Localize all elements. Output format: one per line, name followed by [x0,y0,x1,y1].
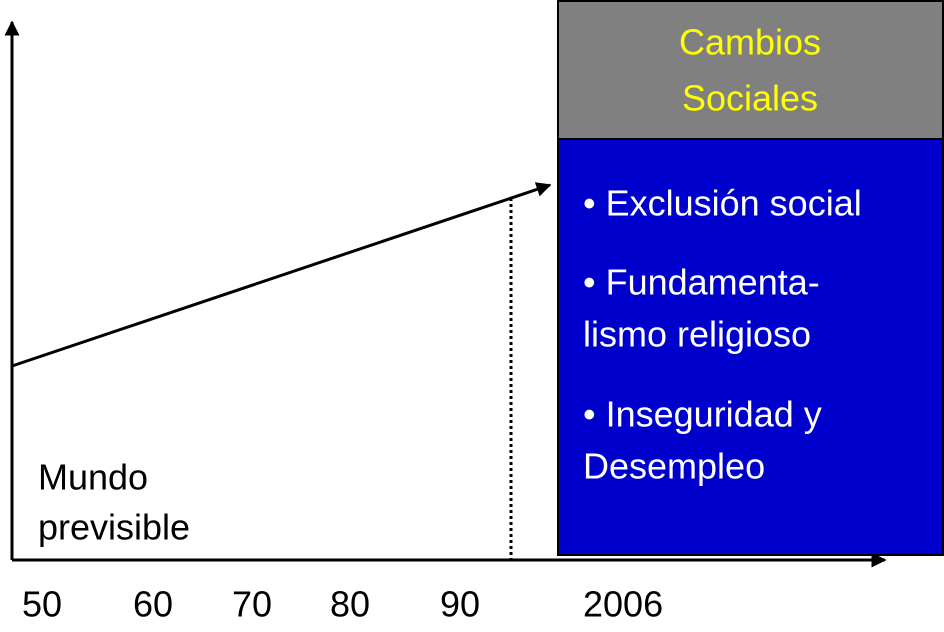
x-label: 70 [232,584,272,625]
x-label: 2006 [583,584,663,625]
x-label: 50 [22,584,62,625]
trend-arrow [11,182,552,368]
x-label: 90 [440,584,480,625]
bullet: lismo religioso [583,314,811,355]
header-box [557,0,944,140]
bullet: • Exclusión social [583,183,862,224]
left-label: Mundo [38,457,148,498]
left-label: previsible [38,507,190,548]
x-label: 60 [133,584,173,625]
bullet: • Fundamenta- [583,262,820,303]
header-title: Cambios [679,22,821,63]
bullet: Desempleo [583,446,765,487]
content-box [557,138,944,556]
x-label: 80 [330,584,370,625]
bullet: • Inseguridad y [583,394,822,435]
header-title: Sociales [682,78,818,119]
